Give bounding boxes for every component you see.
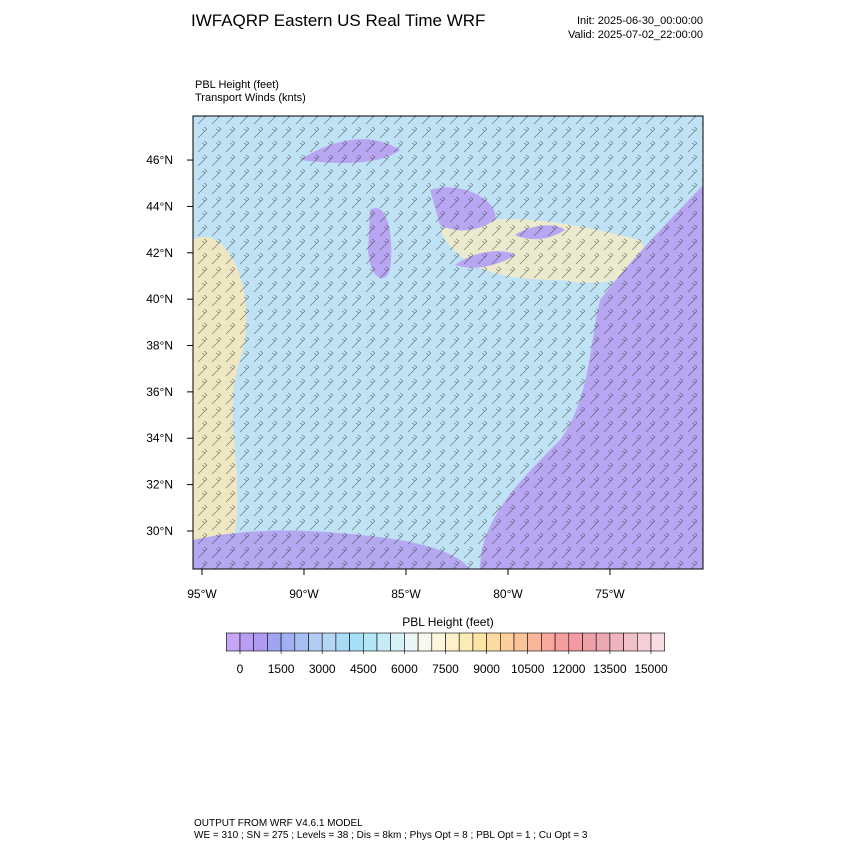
colorbar-box	[294, 632, 309, 652]
colorbar-box	[445, 632, 460, 652]
y-tick-label: 36°N	[146, 385, 173, 399]
colorbar-box	[513, 632, 528, 652]
colorbar-title: PBL Height (feet)	[402, 615, 494, 629]
colorbar-box	[226, 632, 241, 652]
colorbar-box	[362, 632, 378, 652]
colorbar-tick-label: 3000	[309, 662, 336, 676]
colorbar-box	[267, 632, 282, 652]
field-label: PBL Height (feet)	[195, 79, 279, 91]
map-field	[193, 116, 703, 569]
colorbar: 0 1500 3000 4500 6000 7500 9000 10500 12000 13500…	[226, 632, 668, 676]
init-time: Init: 2025-06-30_00:00:00	[577, 15, 703, 27]
colorbar-box	[650, 632, 665, 652]
colorbar-box	[554, 632, 570, 652]
colorbar-box	[321, 632, 337, 652]
colorbar-box	[541, 632, 556, 652]
colorbar-tick-label: 12000	[552, 662, 586, 676]
colorbar-box	[636, 632, 652, 652]
colorbar-box	[486, 632, 501, 652]
colorbar-tick-label: 10500	[511, 662, 545, 676]
wind-label: Transport Winds (knts)	[195, 92, 306, 104]
colorbar-box	[349, 632, 364, 652]
colorbar-box	[472, 632, 487, 652]
valid-time: Valid: 2025-07-02_22:00:00	[568, 29, 703, 41]
y-tick-label: 32°N	[146, 478, 173, 492]
x-tick-label: 80°W	[493, 587, 523, 601]
colorbar-box	[335, 632, 350, 652]
colorbar-tick-label: 15000	[634, 662, 668, 676]
colorbar-box	[280, 632, 296, 652]
colorbar-box	[568, 632, 583, 652]
colorbar-tick-label: 6000	[391, 662, 418, 676]
colorbar-tick-label: 9000	[473, 662, 500, 676]
x-tick-label: 75°W	[595, 587, 625, 601]
colorbar-box	[417, 632, 433, 652]
title: IWFAQRP Eastern US Real Time WRF	[191, 11, 485, 30]
colorbar-box	[623, 632, 638, 652]
x-tick-label: 95°W	[187, 587, 217, 601]
y-tick-label: 40°N	[146, 292, 173, 306]
footer-line: WE = 310 ; SN = 275 ; Levels = 38 ; Dis …	[194, 830, 588, 841]
colorbar-box	[404, 632, 419, 652]
wind-barbs	[193, 116, 703, 569]
colorbar-box	[308, 632, 323, 652]
colorbar-box	[390, 632, 405, 652]
colorbar-box	[458, 632, 474, 652]
y-tick-label: 30°N	[146, 524, 173, 538]
colorbar-box	[431, 632, 446, 652]
colorbar-box	[253, 632, 268, 652]
y-tick-label: 44°N	[146, 199, 173, 213]
colorbar-tick-label: 4500	[350, 662, 377, 676]
x-tick-label: 85°W	[391, 587, 421, 601]
colorbar-tick-label: 7500	[432, 662, 459, 676]
colorbar-box	[595, 632, 611, 652]
map-axes: 95°W 90°W 85°W 80°W 75°W 30°N 32°N 34°N 36°N 38°N…	[146, 153, 625, 601]
colorbar-tick-label: 13500	[593, 662, 627, 676]
y-tick-label: 34°N	[146, 431, 173, 445]
colorbar-box	[527, 632, 542, 652]
y-tick-label: 38°N	[146, 339, 173, 353]
y-tick-label: 42°N	[146, 246, 173, 260]
colorbar-box	[239, 632, 254, 652]
colorbar-box	[609, 632, 624, 652]
colorbar-box	[376, 632, 391, 652]
x-tick-label: 90°W	[289, 587, 319, 601]
colorbar-tick-label: 1500	[268, 662, 295, 676]
map-frame	[192, 115, 704, 570]
colorbar-box	[582, 632, 597, 652]
colorbar-box	[499, 632, 515, 652]
colorbar-tick-label: 0	[237, 662, 244, 676]
y-tick-label: 46°N	[146, 153, 173, 167]
footer-line: OUTPUT FROM WRF V4.6.1 MODEL	[194, 818, 363, 829]
